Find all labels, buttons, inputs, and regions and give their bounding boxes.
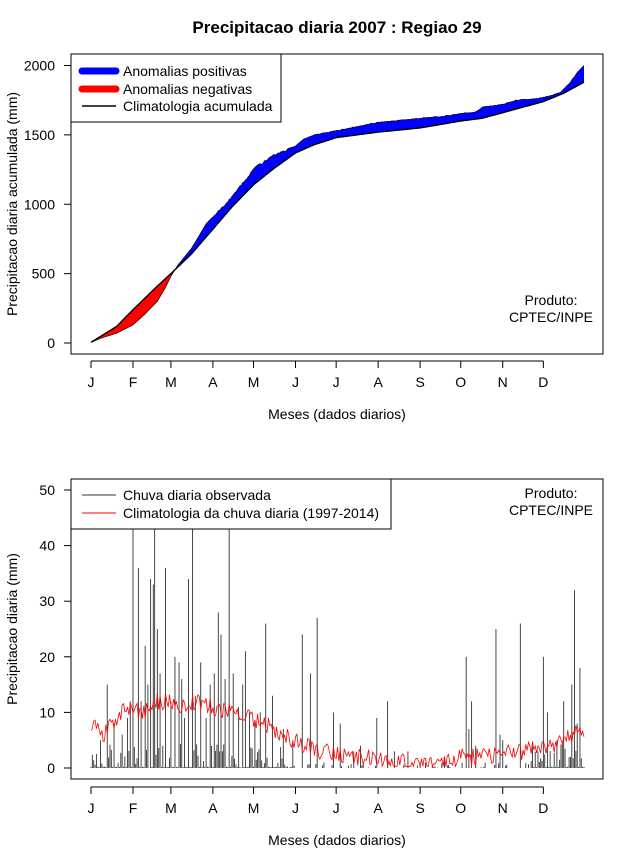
product-note-bottom-line1: Produto: [525,485,578,501]
x-tick-label: S [415,800,424,816]
legend-label-observed: Chuva diaria observada [123,487,271,503]
legend-label-positive: Anomalias positivas [123,63,247,79]
x-tick-label: M [248,374,260,390]
x-tick-label: D [538,800,548,816]
product-note-top-line1: Produto: [525,292,578,308]
y-tick-label: 20 [39,649,55,665]
y-tick-label: 10 [39,704,55,720]
bottom-y-axis: 0 10 20 30 40 50 [39,482,72,776]
bottom-legend-box [70,478,392,530]
top-y-label: Precipitacao diaria acumulada (mm) [4,92,20,316]
x-tick-label: J [292,800,299,816]
y-tick-label: 1500 [24,127,55,143]
top-legend: Anomalias positivas Anomalias negativas … [70,53,282,123]
x-tick-label: D [538,374,548,390]
y-tick-label: 40 [39,538,55,554]
x-tick-label: J [333,800,340,816]
y-tick-label: 30 [39,593,55,609]
y-tick-label: 0 [47,335,55,351]
bottom-legend: Chuva diaria observada Climatologia da c… [70,478,392,530]
x-tick-label: J [88,374,95,390]
x-tick-label: N [498,800,508,816]
product-note-bottom-line2: CPTEC/INPE [509,502,593,518]
x-tick-label: A [208,800,218,816]
x-tick-label: J [292,374,299,390]
x-tick-label: F [129,374,138,390]
x-tick-label: J [88,800,95,816]
x-tick-label: A [373,800,383,816]
bottom-y-label: Precipitacao diaria (mm) [4,553,20,705]
climatology-cumulative-line [90,81,585,343]
y-tick-label: 50 [39,482,55,498]
x-tick-label: O [455,800,466,816]
x-tick-label: M [248,800,260,816]
climatology-daily-line [90,692,585,768]
legend-label-climatology: Climatologia acumulada [123,98,273,114]
top-x-label: Meses (dados diarios) [268,406,406,422]
x-tick-label: M [165,800,177,816]
bottom-x-label: Meses (dados diarios) [268,832,406,848]
top-y-axis: 0 500 1000 1500 2000 [24,58,72,351]
x-tick-label: A [208,374,218,390]
y-tick-label: 1000 [24,196,55,212]
chart-title: Precipitacao diaria 2007 : Regiao 29 [192,18,481,37]
y-tick-label: 500 [32,266,56,282]
legend-label-clim-daily: Climatologia da chuva diaria (1997-2014) [123,505,379,521]
cumulative-panel: 0 500 1000 1500 2000 J F M A M J J A S O N D Meses (dad… [4,53,604,422]
observed-daily-bars [90,528,585,768]
legend-label-negative: Anomalias negativas [123,81,252,97]
x-tick-label: N [498,374,508,390]
product-note-top-line2: CPTEC/INPE [509,309,593,325]
x-tick-label: O [455,374,466,390]
x-tick-label: J [333,374,340,390]
x-tick-label: A [373,374,383,390]
y-tick-label: 2000 [24,58,55,74]
observed-cumulative-outline [90,65,585,343]
daily-panel: 0 10 20 30 40 50 J F M A M J J A S O N D Meses (dados di… [4,478,604,848]
y-tick-label: 0 [47,760,55,776]
positive-anomaly-area [174,65,584,270]
x-tick-label: S [415,374,424,390]
x-tick-label: M [165,374,177,390]
x-tick-label: F [129,800,138,816]
